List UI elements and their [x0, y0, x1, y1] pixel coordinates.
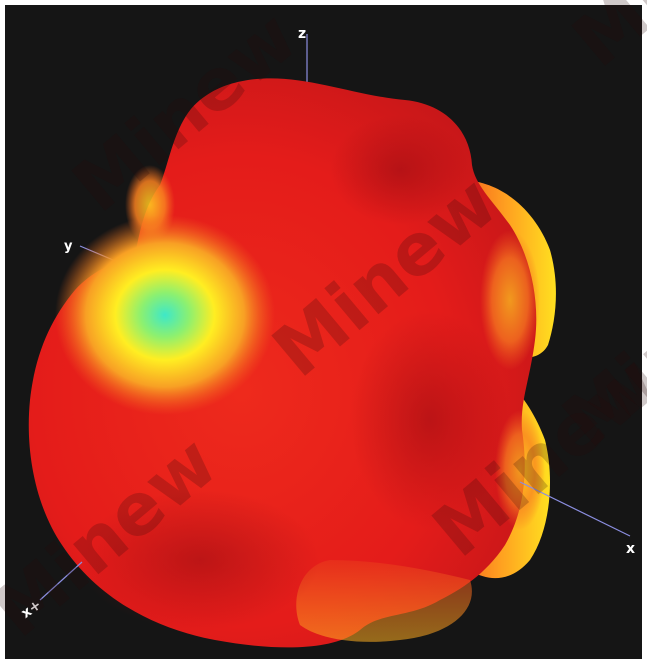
z-axis-label: z — [298, 26, 306, 42]
right-lower-highlight — [495, 410, 545, 530]
top-shading — [330, 115, 470, 225]
bottom-shading — [80, 490, 320, 630]
x-axis-line — [519, 481, 631, 537]
right-shading — [350, 310, 510, 530]
x-plus-axis-line — [39, 561, 83, 601]
y-axis-label: y — [64, 239, 73, 254]
right-edge-highlight — [480, 230, 540, 370]
null-region — [55, 215, 275, 415]
bottom-lobe — [296, 560, 472, 642]
x-axis-label: x — [626, 541, 635, 557]
